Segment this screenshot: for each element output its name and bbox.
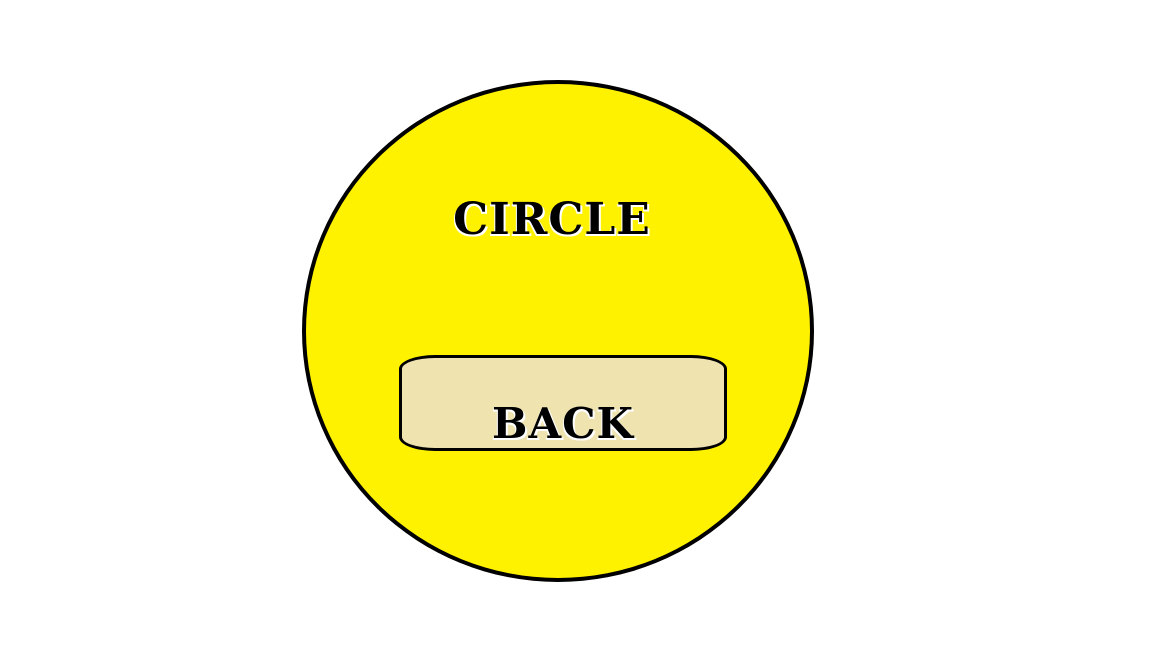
page-title: CIRCLE: [453, 194, 651, 245]
back-button-label: BACK: [491, 399, 635, 448]
yellow-circle-shape: [302, 80, 814, 582]
back-button[interactable]: BACK: [399, 355, 727, 451]
